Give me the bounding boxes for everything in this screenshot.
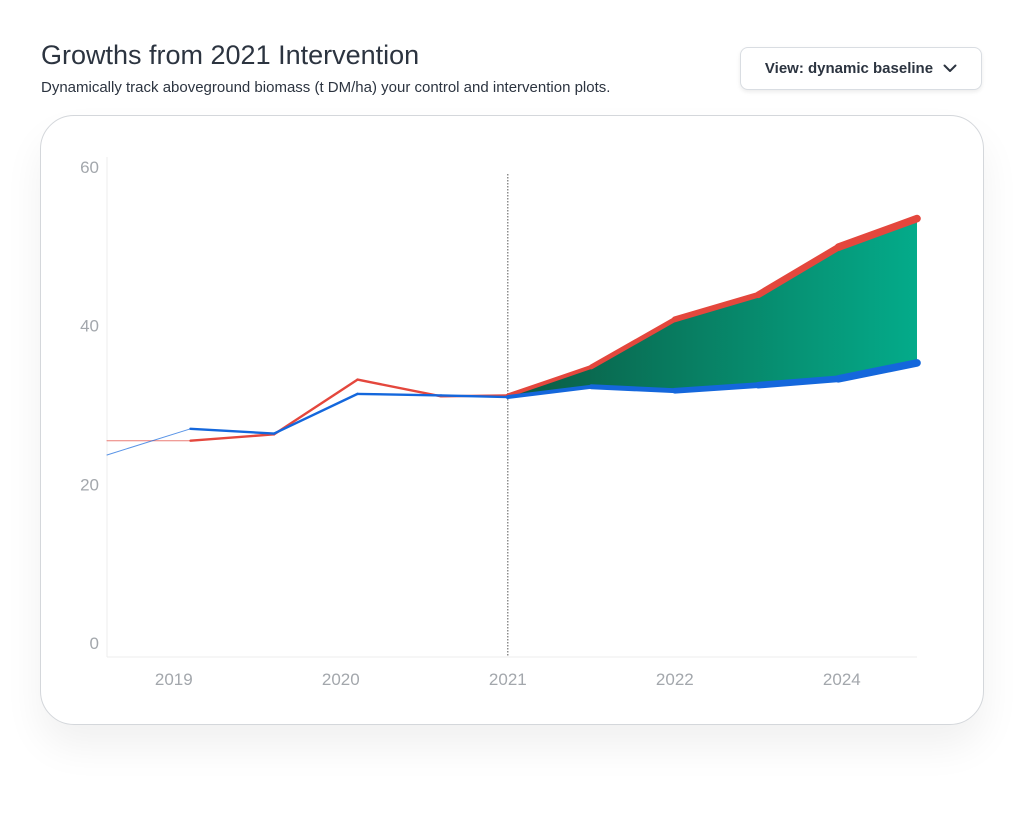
control-line-segment	[356, 392, 443, 397]
control-line-segment	[588, 384, 678, 394]
control-line-segment	[439, 394, 510, 399]
y-tick-label: 40	[80, 317, 99, 336]
control-line-segment	[671, 382, 762, 394]
intervention-line-segment	[588, 316, 678, 370]
x-tick-label: 2021	[489, 670, 527, 689]
biomass-chart: 0 20 40 60 2019 2020 2021 2022 2024	[80, 157, 921, 689]
view-select-label: View: dynamic baseline	[764, 60, 934, 77]
x-tick-label: 2019	[155, 670, 193, 689]
x-tick-label: 2022	[656, 670, 694, 689]
intervention-line-segment	[754, 243, 842, 299]
chart-card: 0 20 40 60 2019 2020 2021 2022 2024	[40, 115, 984, 725]
x-tick-label: 2024	[823, 670, 861, 689]
intervention-line-segment	[834, 214, 921, 251]
intervention-line-segment	[671, 291, 762, 323]
intervention-line-segment	[189, 433, 276, 442]
intervention-line-segment	[272, 378, 359, 436]
view-select-button[interactable]: View: dynamic baseline	[740, 47, 982, 90]
intervention-line-segment	[505, 364, 594, 398]
chart-subtitle: Dynamically track aboveground biomass (t…	[41, 79, 611, 96]
y-tick-label: 0	[90, 634, 99, 653]
chevron-down-icon	[943, 64, 957, 72]
control-line-segment	[754, 375, 842, 389]
control-line-segment	[834, 359, 921, 383]
control-line-segment	[505, 384, 594, 400]
chart-title: Growths from 2021 Intervention	[41, 40, 420, 70]
control-line-segment	[272, 392, 359, 435]
y-tick-label: 20	[80, 475, 99, 494]
control-line-segment	[106, 428, 192, 456]
x-tick-label: 2020	[322, 670, 360, 689]
intervention-line-segment	[356, 378, 443, 398]
y-tick-label: 60	[80, 158, 99, 177]
control-line-segment	[189, 427, 276, 435]
